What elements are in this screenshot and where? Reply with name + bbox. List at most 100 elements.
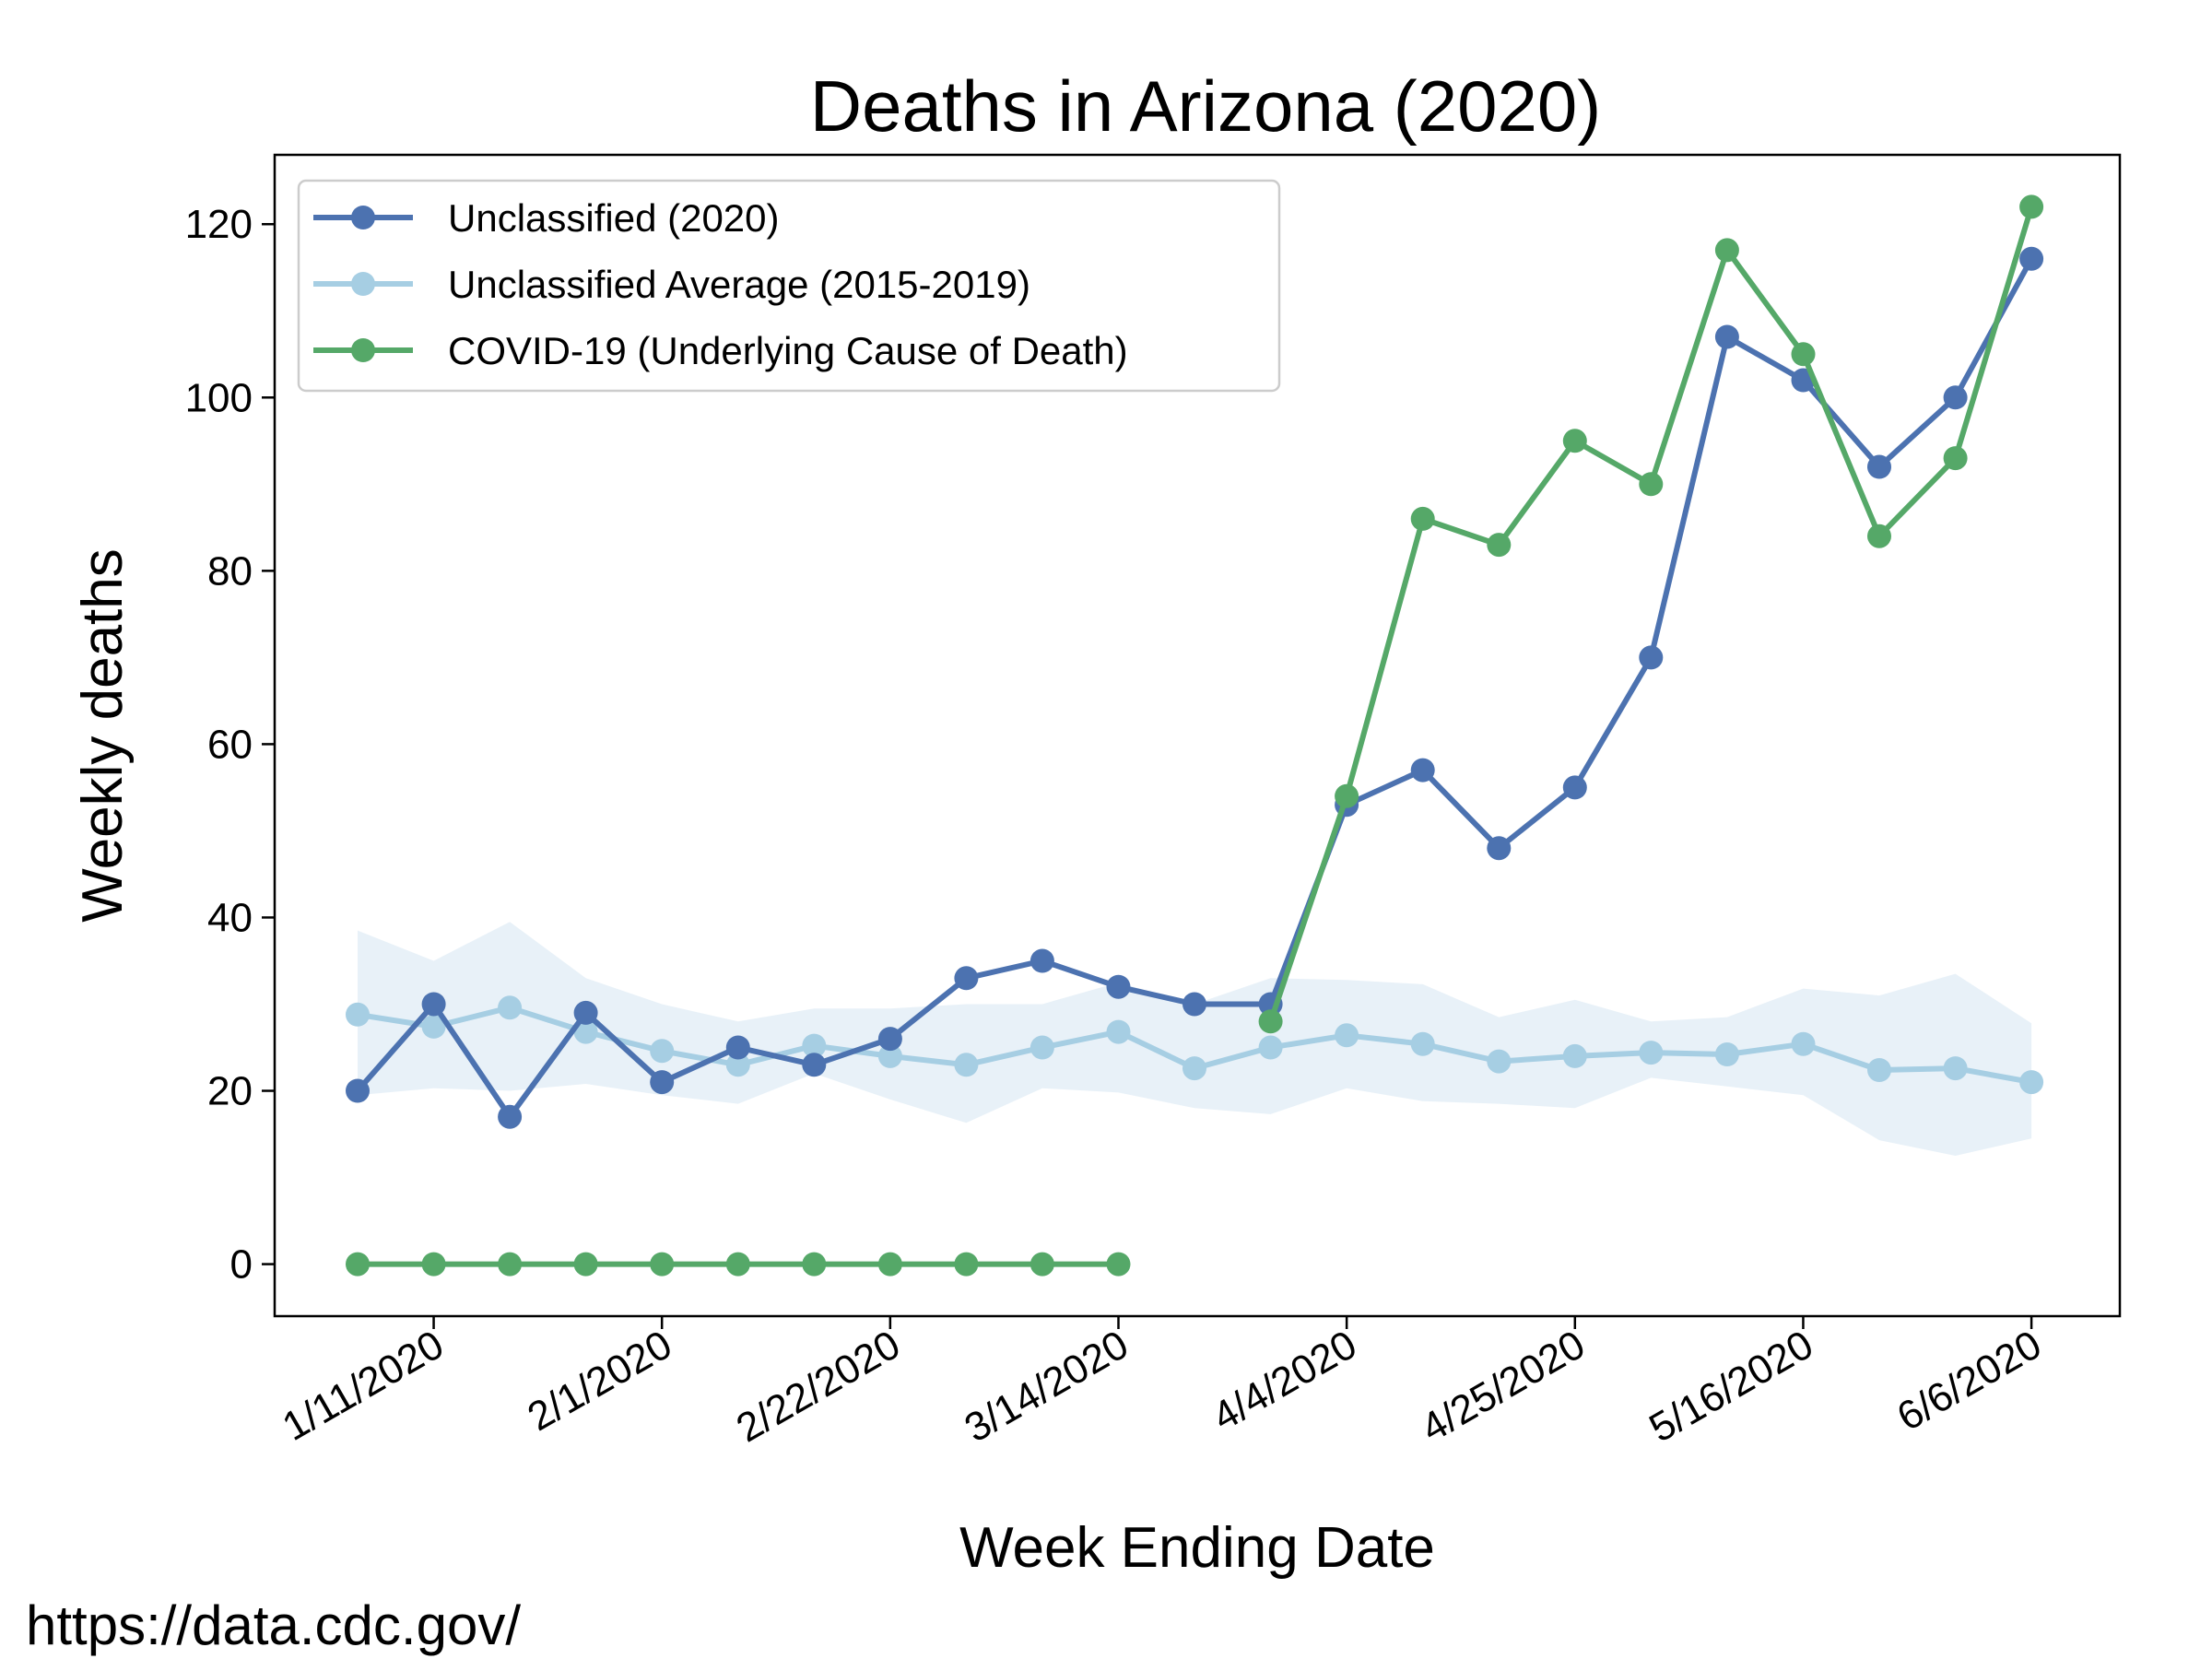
data-point (1030, 1035, 1054, 1060)
data-point (573, 1019, 598, 1044)
y-tick-label: 80 (207, 548, 253, 594)
data-point (725, 1053, 750, 1077)
data-point (1030, 948, 1054, 973)
data-point (1867, 524, 1891, 548)
data-point (650, 1252, 675, 1277)
data-point (1410, 506, 1435, 531)
data-point (1867, 1058, 1891, 1082)
x-tick-label: 2/1/2020 (520, 1322, 679, 1440)
data-point (1106, 974, 1131, 999)
series-unclassified-2020 (346, 246, 2044, 1129)
data-point (1943, 446, 1968, 471)
data-point (1639, 1041, 1664, 1065)
legend-swatch-marker (351, 272, 375, 296)
x-tick-label: 1/11/2020 (275, 1322, 451, 1450)
data-point (573, 1252, 598, 1277)
data-point (1714, 1042, 1739, 1066)
series-covid-19-underlying-cause-of-death-segment-1 (346, 1252, 1131, 1277)
series-unclassified-average-2015-2019 (346, 995, 2044, 1095)
data-point (421, 1014, 446, 1039)
data-point (1258, 1009, 1283, 1034)
x-tick-label: 6/6/2020 (1889, 1322, 2049, 1440)
data-point (954, 966, 979, 991)
legend-box (297, 179, 1281, 393)
source-note: https://data.cdc.gov/ (26, 1594, 521, 1656)
data-point (346, 1078, 370, 1103)
data-point (877, 1252, 902, 1277)
data-point (954, 1252, 979, 1277)
data-point (954, 1053, 979, 1077)
legend-item-covid-19-underlying-cause-of-death: COVID-19 (Underlying Cause of Death) (313, 329, 1128, 372)
data-point (1943, 1056, 1968, 1081)
data-point (1639, 472, 1664, 497)
data-point (725, 1252, 750, 1277)
data-point (802, 1053, 827, 1077)
data-point (1030, 1252, 1054, 1277)
data-point (1562, 429, 1587, 453)
legend-swatch-marker (351, 206, 375, 229)
data-point (877, 1027, 902, 1052)
series-covid-19-underlying-cause-of-death-segment-2 (1258, 194, 2044, 1034)
data-point (1714, 238, 1739, 263)
data-point (802, 1033, 827, 1058)
x-tick-label: 4/25/2020 (1414, 1322, 1593, 1451)
data-point (1562, 775, 1587, 800)
data-point (1335, 1023, 1359, 1048)
data-point (1487, 836, 1512, 861)
data-point (498, 995, 523, 1020)
data-point (725, 1035, 750, 1060)
x-tick-label: 4/4/2020 (1205, 1322, 1364, 1440)
data-point (1258, 1035, 1283, 1060)
data-point (2019, 194, 2044, 219)
legend-label: Unclassified Average (2015-2019) (448, 263, 1030, 306)
data-point (650, 1070, 675, 1095)
data-point (2019, 246, 2044, 271)
y-tick-label: 100 (185, 375, 253, 420)
data-point (498, 1252, 523, 1277)
data-point (1106, 1019, 1131, 1044)
data-point (346, 1252, 370, 1277)
data-point (573, 1000, 598, 1025)
y-tick-label: 0 (230, 1242, 253, 1288)
x-tick-label: 5/16/2020 (1641, 1322, 1820, 1451)
data-point (1410, 758, 1435, 782)
data-point (1639, 645, 1664, 670)
x-axis-label: Week Ending Date (959, 1516, 1435, 1580)
legend-swatch-marker (351, 338, 375, 362)
data-point (1867, 454, 1891, 479)
plot-frame (273, 153, 2122, 1318)
data-point (1562, 1043, 1587, 1068)
data-point (1714, 324, 1739, 349)
x-tick-label: 3/14/2020 (957, 1322, 1135, 1451)
legend: Unclassified (2020) Unclassified Average … (297, 179, 1281, 393)
data-point (1487, 1049, 1512, 1074)
y-axis-label: Weekly deaths (71, 548, 135, 923)
y-tick-label: 60 (207, 722, 253, 767)
data-point (1106, 1252, 1131, 1277)
legend-item-unclassified-average-2015-2019: Unclassified Average (2015-2019) (313, 263, 1030, 306)
data-point (346, 1002, 370, 1027)
data-point (877, 1043, 902, 1068)
data-point (1182, 1056, 1206, 1081)
plot-area (346, 194, 2044, 1277)
y-axis: 0 20 40 60 80 100 120 (185, 202, 275, 1288)
x-tick-label: 2/22/2020 (729, 1322, 908, 1451)
data-point (2019, 1070, 2044, 1095)
data-point (1335, 783, 1359, 808)
y-tick-label: 120 (185, 202, 253, 247)
y-tick-label: 40 (207, 895, 253, 940)
data-point (1791, 342, 1816, 367)
chart-title: Deaths in Arizona (2020) (810, 65, 1602, 147)
data-point (1943, 385, 1968, 410)
series-line (1267, 206, 2034, 1023)
legend-label: COVID-19 (Underlying Cause of Death) (448, 329, 1128, 372)
legend-item-unclassified-2020: Unclassified (2020) (313, 196, 780, 240)
data-point (1182, 992, 1206, 1017)
data-point (1487, 533, 1512, 558)
data-point (421, 992, 446, 1017)
y-tick-label: 20 (207, 1069, 253, 1114)
data-point (1410, 1031, 1435, 1056)
data-point (421, 1252, 446, 1277)
data-point (650, 1039, 675, 1064)
